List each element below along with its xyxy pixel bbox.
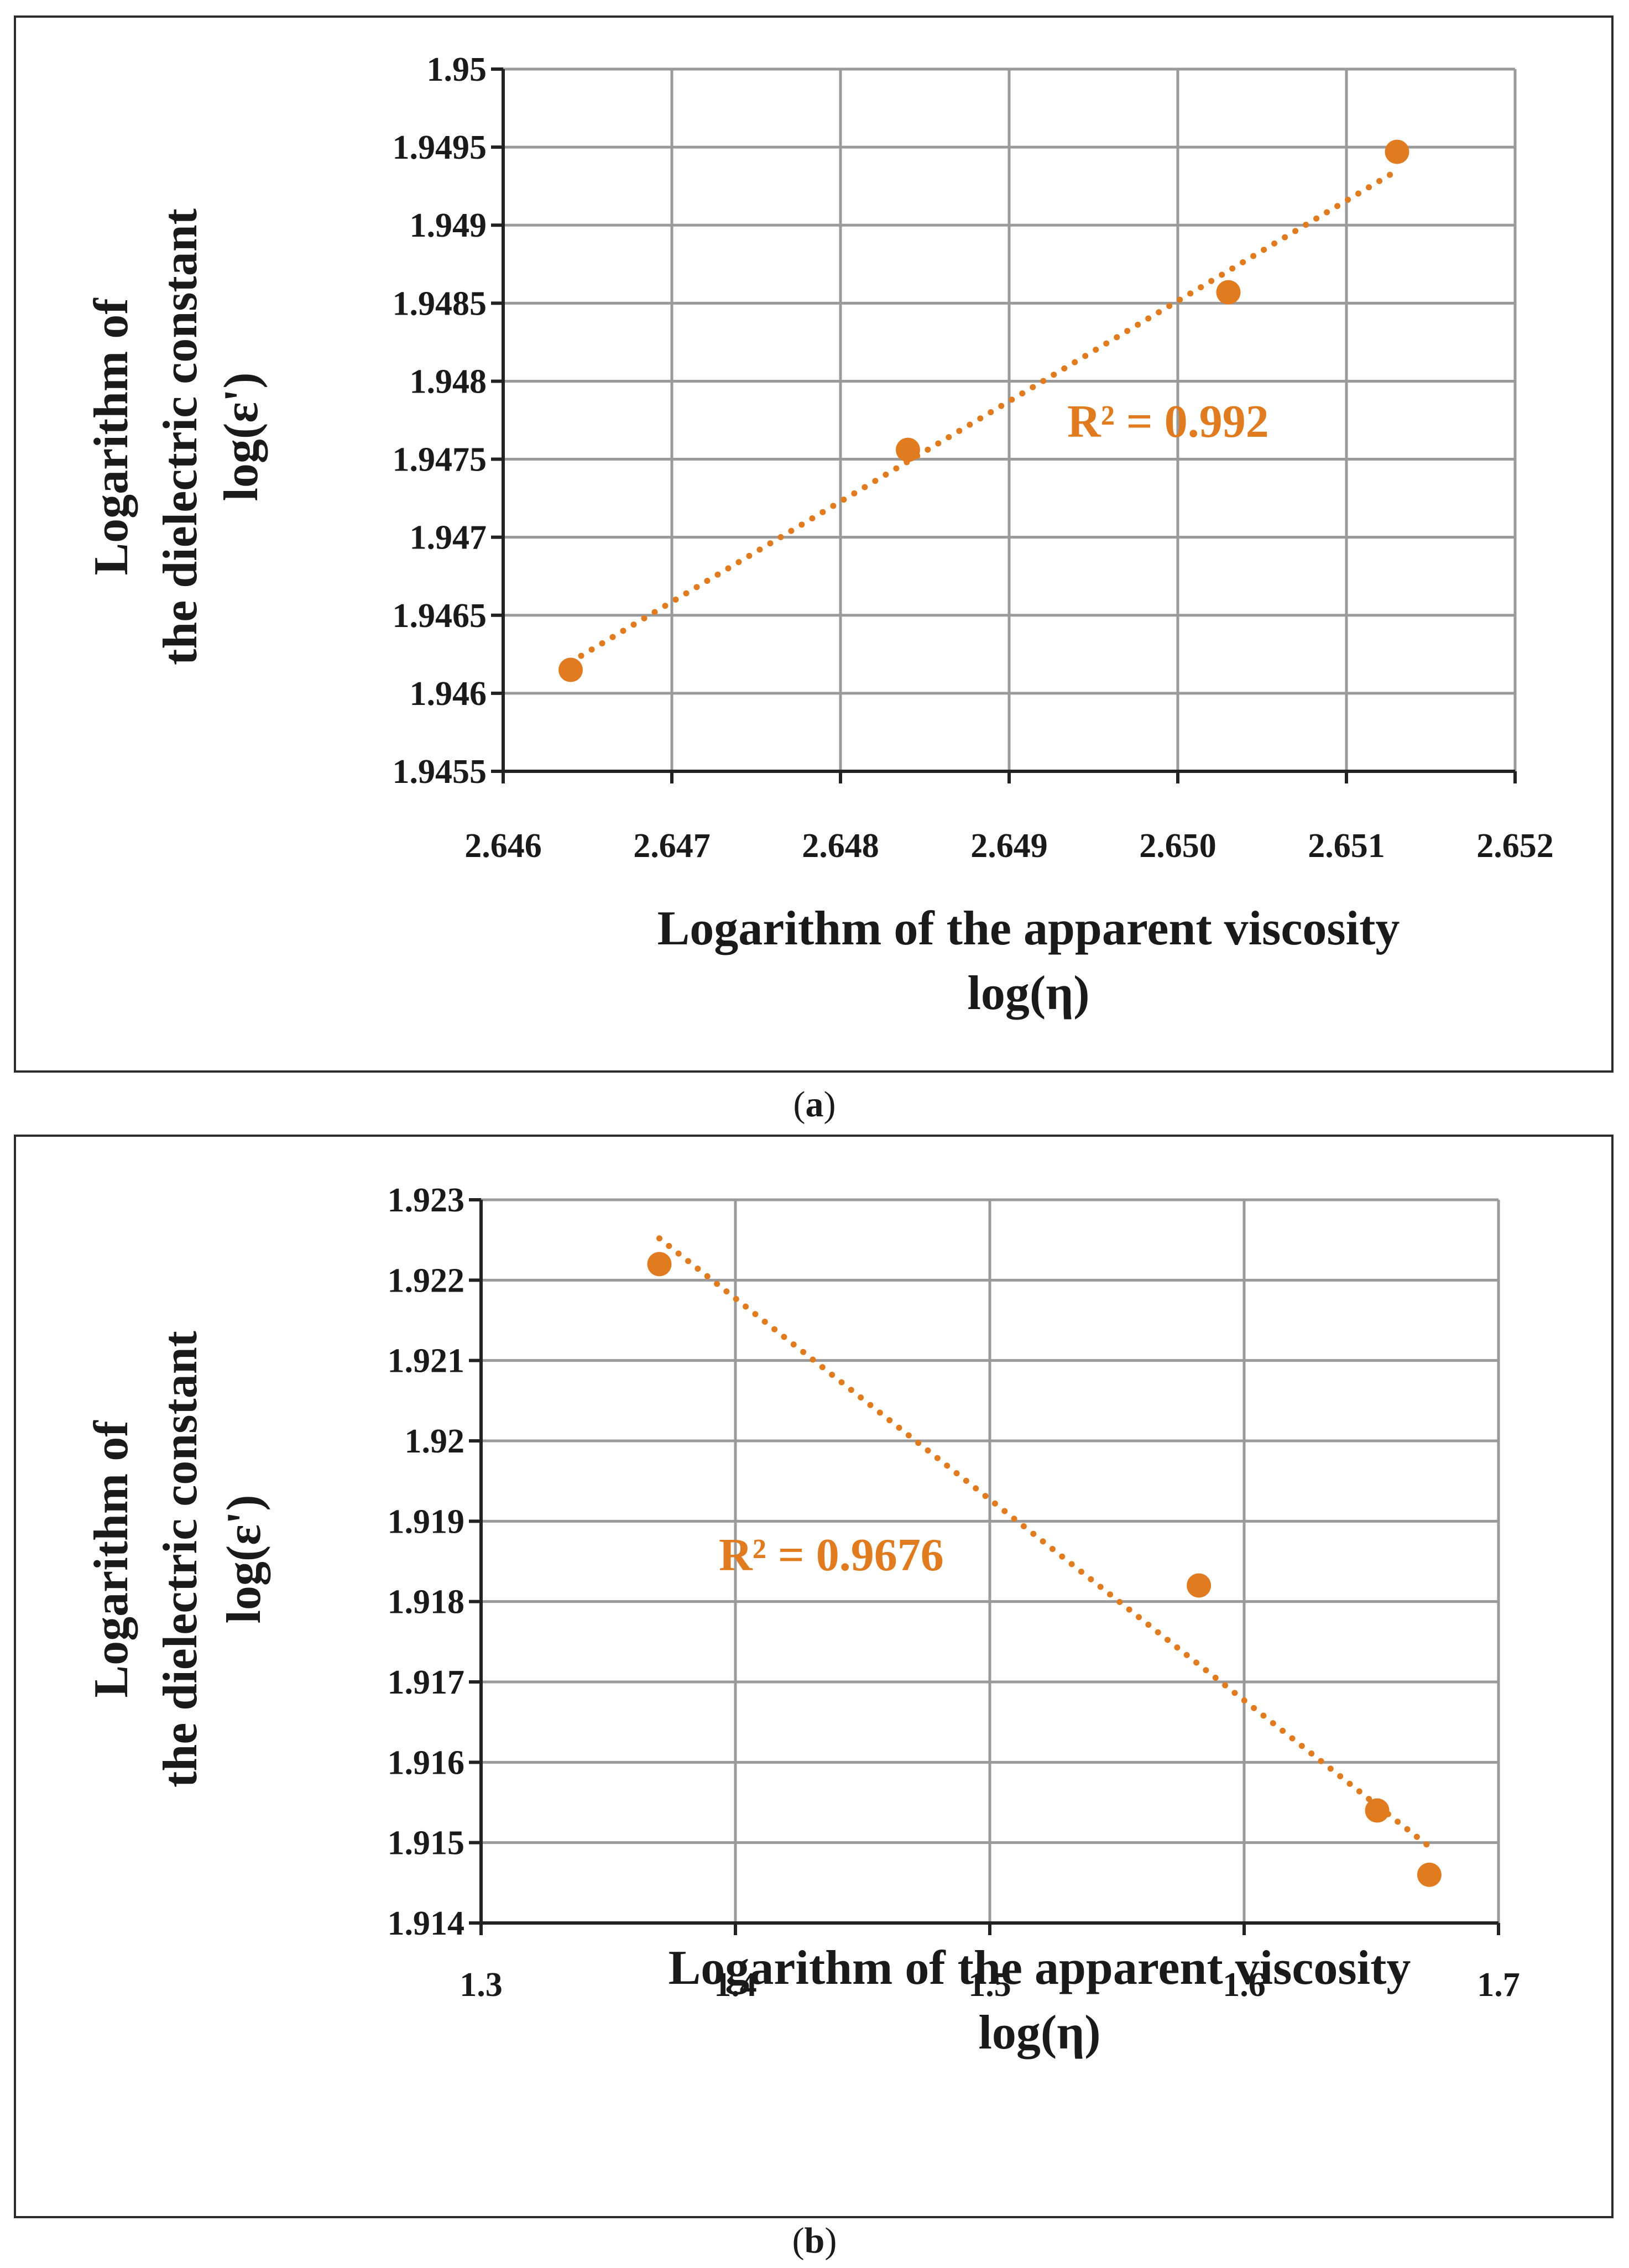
caption-a-letter: a — [805, 1084, 824, 1125]
chart-b-y-tick-label: 1.916 — [388, 1744, 465, 1781]
chart-b-trendline — [656, 1235, 1433, 1850]
chart-a-x-axis-title: Logarithm of the apparent viscosity — [657, 902, 1400, 955]
chart-b-y-tick-label: 1.917 — [388, 1664, 465, 1701]
chart-a-x-tick-label: 2.647 — [633, 827, 711, 865]
chart-b-y-tick-label: 1.92 — [405, 1423, 465, 1460]
chart-a-r2-label: R² = 0.992 — [1067, 396, 1269, 447]
chart-a-trendline — [567, 167, 1400, 665]
chart-a-y-axis-title-line1: Logarithm of — [85, 297, 138, 576]
chart-a-x-tick-label: 2.652 — [1476, 827, 1554, 865]
panel-b-frame — [14, 1135, 1614, 2218]
chart-b-r2-label: R² = 0.9676 — [719, 1529, 944, 1581]
chart-b-data-point — [1365, 1798, 1390, 1823]
chart-b-data-point — [1187, 1573, 1212, 1598]
chart-a-y-tick-label: 1.95 — [427, 51, 487, 88]
chart-a-x-tick-label: 2.650 — [1139, 827, 1216, 865]
chart-b-y-tick-label: 1.918 — [388, 1584, 465, 1621]
chart-b-y-axis-title-line2: the dielectric constant — [154, 1331, 207, 1788]
chart-b-x-tick-label: 1.3 — [460, 1966, 503, 2004]
chart-a-y-tick-label: 1.9455 — [393, 753, 487, 791]
chart-b-y-tick-label: 1.919 — [388, 1503, 465, 1540]
chart-b-x-tick-label: 1.4 — [714, 1966, 757, 2004]
caption-b: (b) — [792, 2220, 837, 2261]
chart-a-y-tick-label: 1.9475 — [393, 441, 487, 479]
chart-b-x-tick-label: 1.6 — [1223, 1966, 1266, 2004]
chart-b-x-axis-title: Logarithm of the apparent viscosity — [669, 1941, 1411, 1995]
chart-b-y-tick-label: 1.922 — [388, 1262, 465, 1299]
chart-b-data-point — [647, 1252, 672, 1277]
chart-b-data-point — [1417, 1862, 1442, 1887]
chart-b-y-tick-label: 1.915 — [388, 1825, 465, 1862]
chart-a-x-tick-label: 2.651 — [1308, 827, 1385, 865]
panel-a-frame — [14, 15, 1614, 1073]
chart-a-y-tick-label: 1.949 — [410, 207, 487, 244]
chart-a-y-tick-label: 1.947 — [410, 519, 487, 557]
chart-a-y-axis-title-line2: the dielectric constant — [154, 208, 207, 665]
chart-b-y-axis-symbol: log(ε') — [217, 1494, 271, 1623]
caption-a: (a) — [793, 1084, 836, 1125]
chart-a-data-point — [1216, 280, 1241, 305]
chart-a-data-point — [1385, 139, 1409, 164]
chart-b-x-tick-label: 1.7 — [1477, 1966, 1520, 2004]
chart-a-x-tick-label: 2.646 — [464, 827, 542, 865]
chart-b-x-axis-symbol: log(η) — [978, 2006, 1100, 2060]
chart-a-x-tick-label: 2.648 — [802, 827, 879, 865]
chart-a-y-tick-label: 1.946 — [410, 675, 487, 713]
chart-a-y-tick-label: 1.9495 — [393, 129, 487, 166]
chart-a-data-point — [558, 657, 583, 682]
chart-b-y-tick-label: 1.921 — [388, 1342, 465, 1380]
chart-b-y-tick-label: 1.923 — [388, 1182, 465, 1219]
chart-a-x-axis-symbol: log(η) — [967, 966, 1089, 1020]
chart-a-y-axis-symbol: log(ε') — [215, 372, 268, 501]
chart-b-y-tick-label: 1.914 — [388, 1905, 465, 1942]
chart-a-y-tick-label: 1.9485 — [393, 285, 487, 322]
chart-a-y-tick-label: 1.9465 — [393, 597, 487, 635]
chart-a-x-tick-label: 2.649 — [970, 827, 1048, 865]
chart-a-data-point — [896, 437, 920, 462]
chart-a-y-tick-label: 1.948 — [410, 363, 487, 400]
caption-b-letter: b — [804, 2220, 825, 2261]
chart-b-x-tick-label: 1.5 — [968, 1966, 1011, 2004]
chart-b-y-axis-title-line1: Logarithm of — [85, 1420, 138, 1698]
